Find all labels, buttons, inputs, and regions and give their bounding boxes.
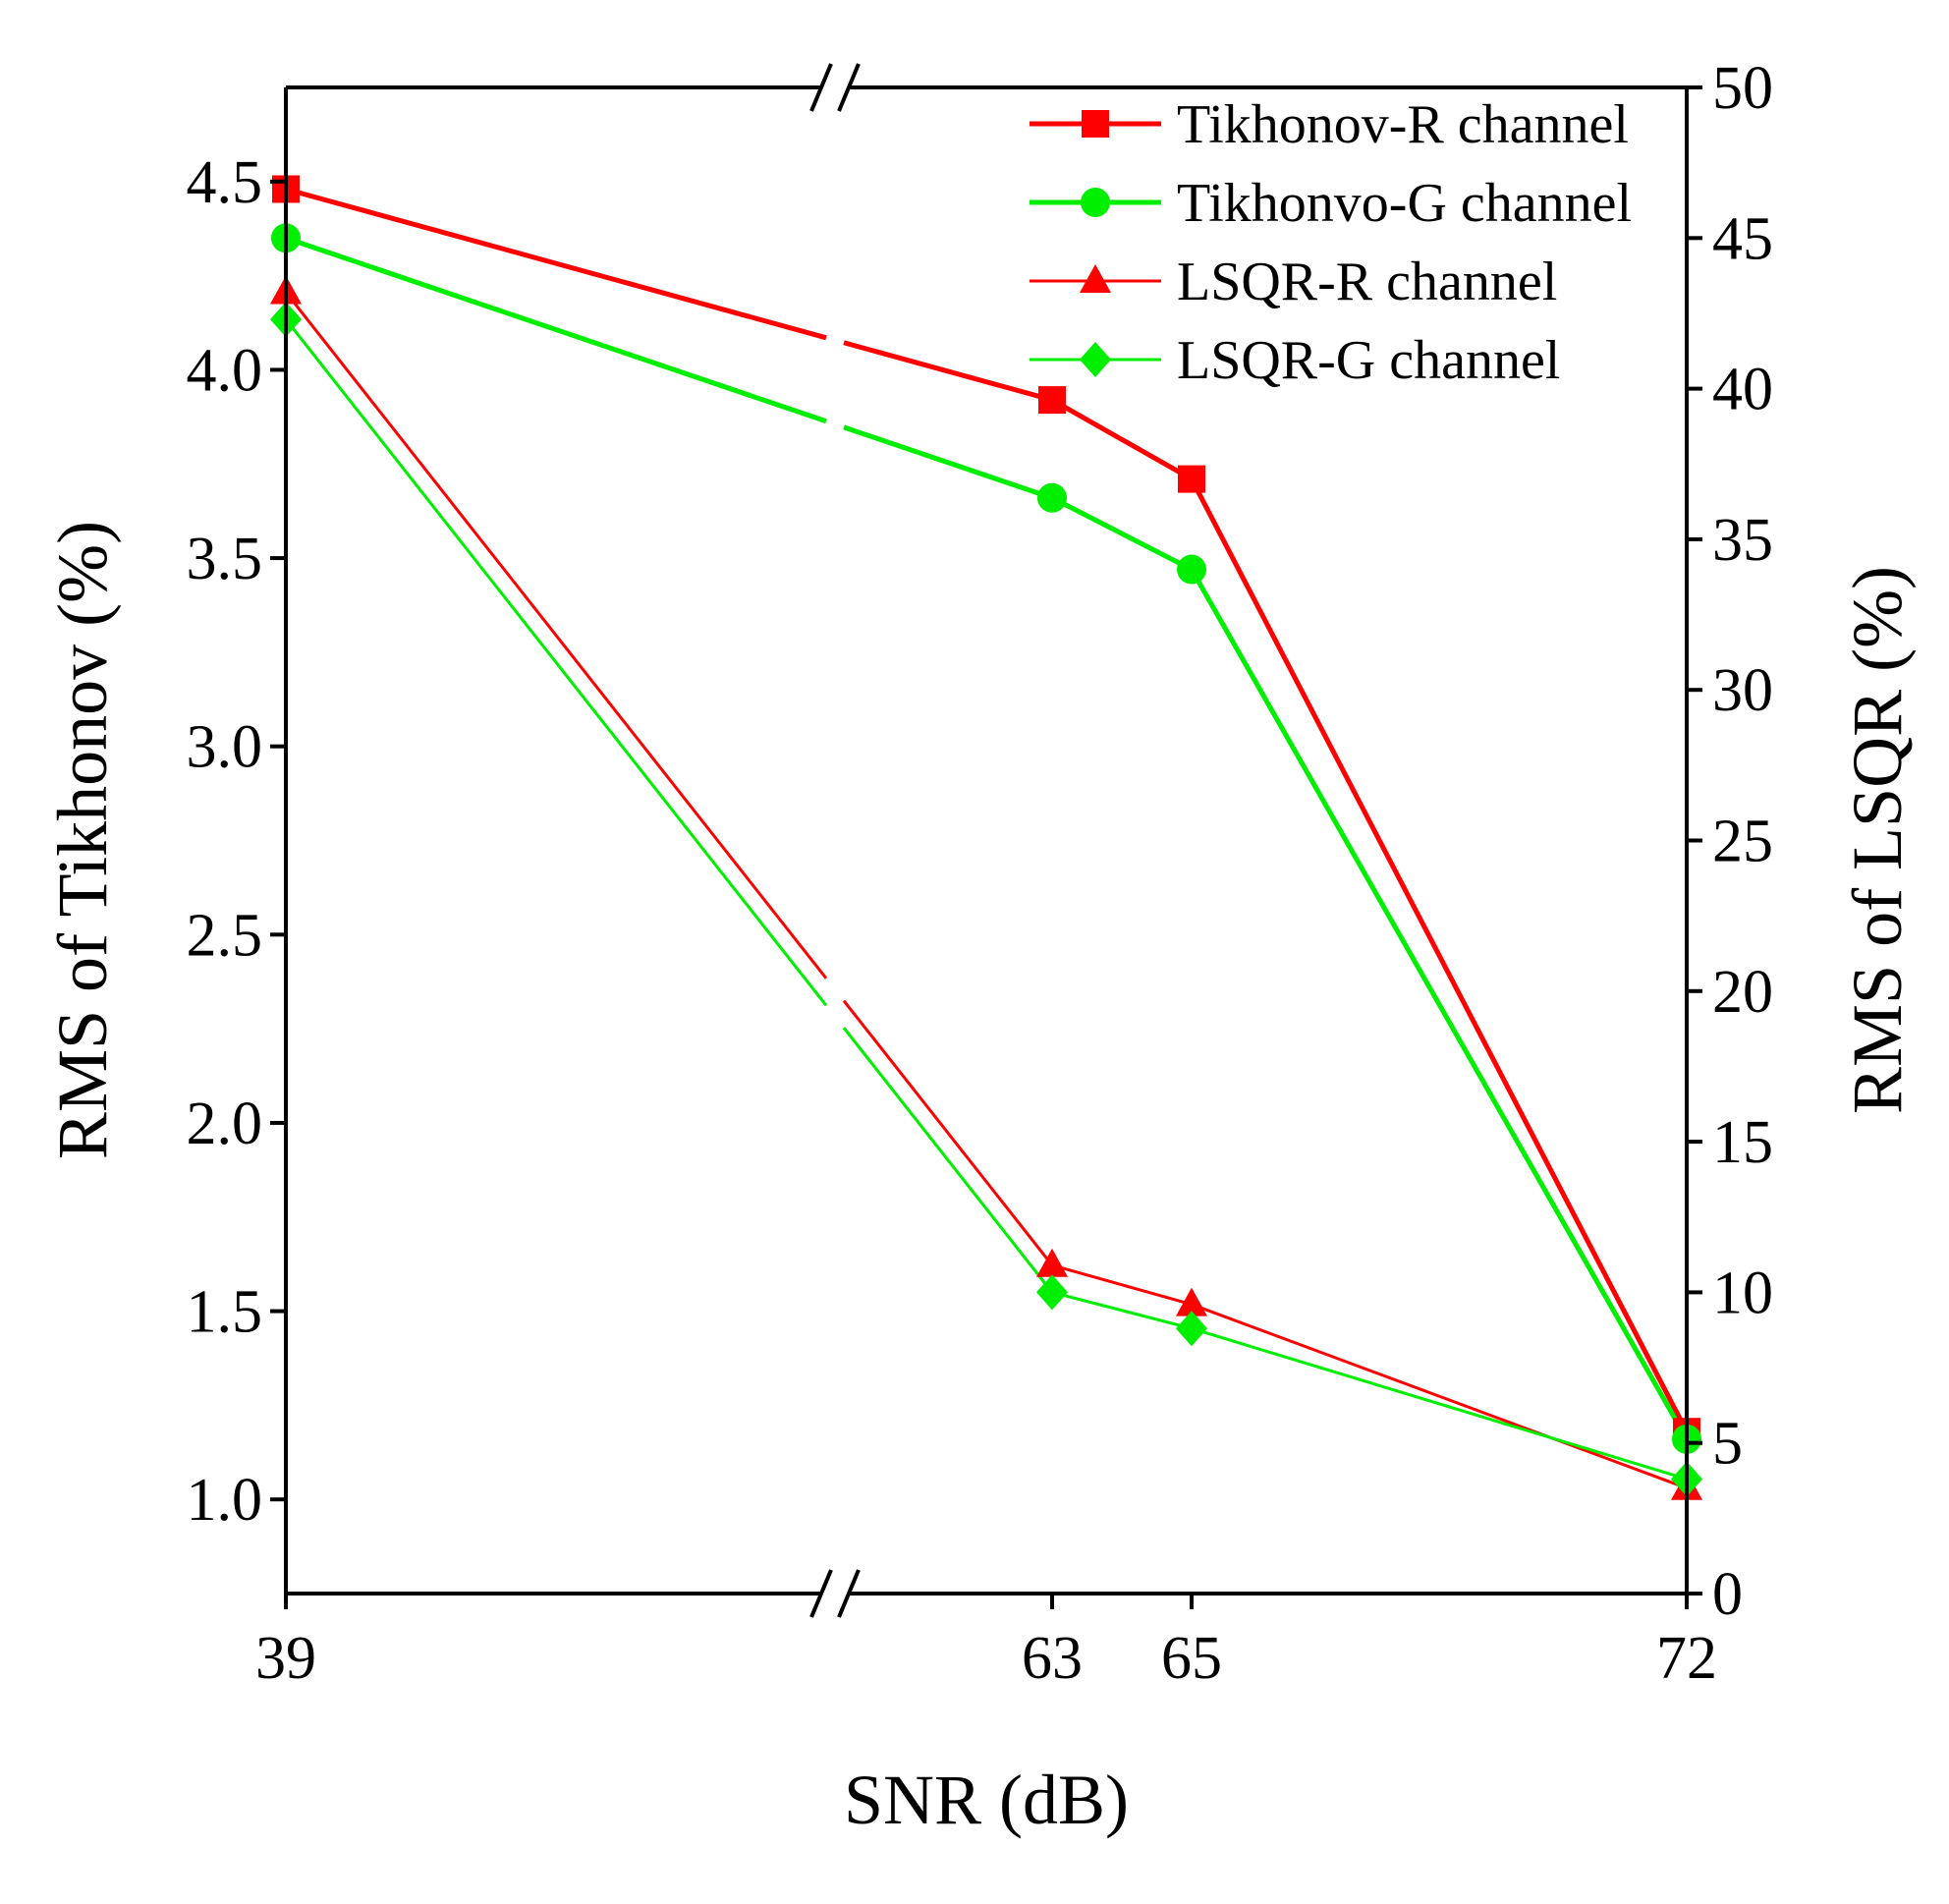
y-left-tick-label: 4.0	[187, 337, 263, 404]
series-3-point	[1176, 1311, 1207, 1347]
y-left-tick-label: 1.5	[187, 1279, 263, 1346]
series-0-segment	[843, 340, 1053, 403]
series-1-segment	[1189, 568, 1690, 1441]
x-tick-label: 63	[1022, 1625, 1083, 1692]
y-left-tick-label: 3.0	[187, 714, 263, 781]
series-2-segment	[1191, 1303, 1688, 1490]
y-right-tick-label: 50	[1712, 55, 1773, 122]
legend-marker-0	[1082, 110, 1109, 138]
legend: Tikhonov-R channel Tikhonvo-G channel LSQR…	[1030, 94, 1632, 391]
series-1-segment	[285, 235, 827, 424]
y-axis-left-title: RMS of Tikhonov (%)	[43, 521, 122, 1159]
y-left-tick-label: 2.0	[187, 1091, 263, 1157]
series-3-segment	[1051, 1290, 1193, 1330]
plot-frame	[270, 63, 1702, 1618]
legend-marker-1	[1081, 188, 1110, 217]
x-axis-title: SNR (dB)	[844, 1761, 1129, 1839]
series-2-point	[1176, 1287, 1207, 1316]
legend-marker-3	[1080, 342, 1111, 377]
series-3-point	[1036, 1274, 1068, 1311]
y-right-tick-label: 45	[1712, 205, 1773, 272]
y-right-tick-label: 10	[1712, 1260, 1773, 1326]
y-right-tick-label: 0	[1712, 1561, 1743, 1628]
y-right-tick-label: 25	[1712, 809, 1773, 875]
axis-break-mark	[837, 1569, 861, 1618]
y-left-tick-label: 1.0	[187, 1467, 263, 1534]
y-left-tick-label: 2.5	[187, 902, 263, 969]
x-tick-label: 72	[1656, 1625, 1717, 1692]
series-3-segment	[284, 318, 828, 1007]
legend-marker-2	[1080, 264, 1111, 293]
axis-break-mark	[809, 1569, 833, 1618]
axis-break-mark	[809, 63, 833, 112]
series-3-segment	[842, 1027, 1054, 1294]
series-1-point	[1177, 554, 1206, 585]
series-1-point	[1037, 482, 1067, 513]
y-right-tick-label: 15	[1712, 1109, 1773, 1176]
x-tick-label: 65	[1161, 1625, 1222, 1692]
series-3-segment	[1191, 1326, 1688, 1481]
series-0-segment	[285, 187, 827, 341]
series-0-segment	[1189, 477, 1690, 1433]
legend-label-3: LSQR-G channel	[1177, 330, 1560, 391]
series-2-segment	[284, 291, 828, 980]
tick-labels: 1.0 1.5 2.0 2.5 3.0 3.5 4.0 4.5 0 5 10 15 20 25 30 35 40…	[187, 55, 1774, 1692]
y-right-tick-label: 35	[1712, 507, 1773, 574]
axis-break-mark	[837, 63, 861, 112]
series-2-point	[1036, 1248, 1068, 1277]
y-right-tick-label: 5	[1712, 1411, 1743, 1478]
y-left-tick-label: 3.5	[187, 526, 263, 592]
series-1-segment	[1050, 495, 1194, 572]
series-lines	[284, 187, 1690, 1490]
y-right-tick-label: 30	[1712, 657, 1773, 724]
series-1-segment	[843, 424, 1053, 501]
y-right-tick-label: 20	[1712, 959, 1773, 1026]
y-right-tick-label: 40	[1712, 357, 1773, 423]
y-left-tick-label: 4.5	[187, 149, 263, 216]
series-0-point	[1178, 465, 1205, 493]
series-2-segment	[1051, 1263, 1193, 1307]
series-0-segment	[1050, 397, 1194, 481]
legend-label-1: Tikhonvo-G channel	[1177, 173, 1632, 234]
legend-label-2: LSQR-R channel	[1177, 252, 1557, 312]
x-tick-label: 39	[255, 1625, 316, 1692]
y-axis-right-title: RMS of LSQR (%)	[1838, 566, 1917, 1114]
series-2-segment	[842, 999, 1054, 1266]
legend-label-0: Tikhonov-R channel	[1177, 94, 1629, 155]
series-0-point	[1038, 386, 1066, 415]
